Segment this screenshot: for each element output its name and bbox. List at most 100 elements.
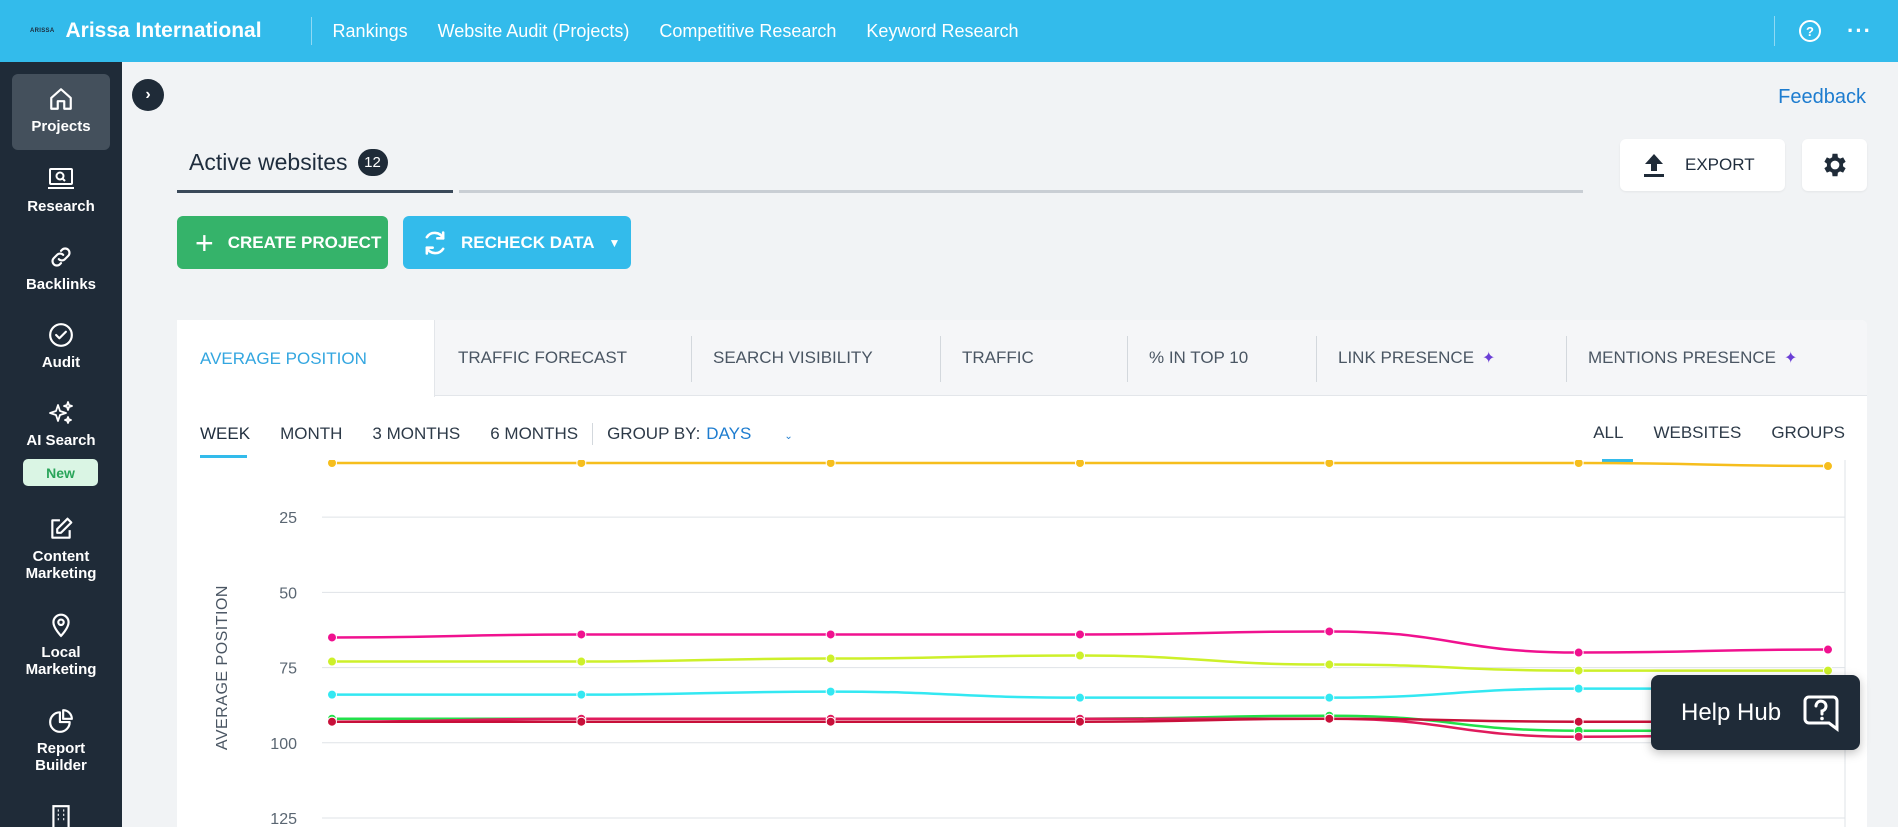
sidebar-item-building[interactable]: [12, 804, 110, 827]
data-point: [1075, 650, 1085, 661]
tab-traffic[interactable]: TRAFFIC: [940, 320, 1120, 396]
group-by-dropdown[interactable]: DAYS ⌄: [706, 424, 822, 444]
sidebar-item-label: Audit: [41, 354, 81, 371]
data-point: [1324, 659, 1335, 670]
tab-line: [459, 190, 1583, 193]
feedback-link[interactable]: Feedback: [1778, 86, 1866, 108]
tab-separator: [1127, 336, 1128, 382]
map-pin-icon: [52, 613, 70, 638]
sidebar-item-backlinks[interactable]: Backlinks: [12, 244, 110, 293]
data-point: [576, 629, 587, 640]
data-point: [1573, 731, 1584, 742]
tab-label: AVERAGE POSITION: [200, 348, 367, 368]
top-right-actions: ? ···: [1774, 0, 1898, 62]
data-point: [1075, 692, 1085, 703]
data-point: [576, 460, 587, 469]
tab-search-visibility[interactable]: SEARCH VISIBILITY: [691, 320, 925, 396]
data-point: [825, 460, 836, 469]
period-divider: [592, 423, 594, 445]
tab-average-position[interactable]: AVERAGE POSITION: [177, 320, 435, 397]
data-point: [1324, 692, 1335, 703]
sidebar-item-audit[interactable]: Audit: [12, 322, 110, 371]
view-all[interactable]: ALL: [1593, 423, 1624, 442]
refresh-icon: [425, 230, 445, 255]
tab-separator: [1566, 336, 1567, 382]
sidebar-item-report-builder[interactable]: Report Builder: [12, 708, 110, 774]
tab-active-websites[interactable]: Active websites 12: [177, 149, 388, 176]
brand-name: Arissa International: [65, 19, 262, 42]
more-icon[interactable]: ···: [1847, 18, 1872, 43]
period-active-underline: [200, 455, 247, 458]
data-point: [576, 656, 587, 667]
tab-traffic-forecast[interactable]: TRAFFIC FORECAST: [435, 320, 669, 396]
data-point: [1573, 460, 1584, 469]
view-selector: ALL WEBSITES GROUPS: [1593, 423, 1845, 443]
export-button[interactable]: EXPORT: [1620, 139, 1785, 191]
y-tick-label: 125: [270, 811, 297, 827]
sidebar-item-ai-search[interactable]: AI Search: [12, 400, 110, 449]
sidebar-item-local-marketing[interactable]: Local Marketing: [12, 612, 110, 678]
create-project-button[interactable]: + CREATE PROJECT: [177, 216, 388, 269]
help-hub-label: Help Hub: [1681, 698, 1782, 726]
average-position-chart: 25 50 75 100 125 AVERAGE POSITION: [214, 460, 1846, 827]
tab-in-top-10[interactable]: % IN TOP 10: [1127, 320, 1307, 396]
nav-website-audit[interactable]: Website Audit (Projects): [437, 20, 630, 41]
sidebar-item-label: Research: [27, 198, 95, 215]
nav-keyword-research[interactable]: Keyword Research: [866, 20, 1019, 41]
view-websites[interactable]: WEBSITES: [1653, 423, 1742, 442]
data-point: [825, 653, 836, 664]
sidebar-item-label: Report Builder: [35, 740, 87, 774]
nav-rankings[interactable]: Rankings: [332, 20, 408, 41]
sidebar-expand-button[interactable]: ›: [132, 79, 164, 111]
metric-tabs: AVERAGE POSITION TRAFFIC FORECAST SEARCH…: [177, 320, 1867, 397]
data-point: [327, 689, 337, 700]
settings-button[interactable]: [1802, 139, 1867, 191]
brand-logo[interactable]: ARISSA Arissa International: [30, 19, 262, 43]
sidebar-item-content-marketing[interactable]: Content Marketing: [12, 516, 110, 582]
new-badge: New: [23, 459, 98, 486]
help-hub-button[interactable]: Help Hub: [1651, 675, 1860, 750]
tab-link-presence[interactable]: LINK PRESENCE ✦: [1316, 320, 1556, 396]
y-tick-label: 25: [279, 510, 297, 527]
data-point: [327, 716, 337, 727]
sparkles-icon: ✦: [1783, 350, 1798, 367]
sidebar-item-projects[interactable]: Projects: [12, 74, 110, 150]
recheck-data-button[interactable]: RECHECK DATA ▼: [403, 216, 631, 269]
tab-label: MENTIONS PRESENCE: [1588, 348, 1776, 367]
chart-card: AVERAGE POSITION TRAFFIC FORECAST SEARCH…: [177, 320, 1867, 827]
edit-icon: [51, 517, 73, 539]
sparkles-icon: ✦: [1482, 350, 1496, 367]
view-active-underline: [1602, 459, 1633, 462]
tab-separator: [1316, 336, 1317, 382]
data-point: [1075, 629, 1085, 640]
y-tick-label: 100: [270, 736, 297, 753]
period-3-months[interactable]: 3 MONTHS: [372, 424, 461, 443]
tab-label: Active websites: [189, 149, 348, 175]
tab-label: SEARCH VISIBILITY: [713, 348, 873, 367]
tab-label: TRAFFIC: [962, 348, 1034, 367]
data-point: [327, 632, 337, 643]
data-point: [825, 686, 836, 697]
data-point: [1324, 713, 1335, 724]
sidebar-item-research[interactable]: Research: [12, 166, 110, 215]
data-point: [327, 460, 337, 469]
chevron-down-icon[interactable]: ▼: [608, 235, 621, 250]
period-6-months[interactable]: 6 MONTHS: [490, 424, 579, 443]
data-point: [1573, 716, 1584, 727]
create-project-label: CREATE PROJECT: [227, 232, 382, 252]
check-circle-icon: [49, 323, 73, 347]
period-month[interactable]: MONTH: [280, 424, 343, 443]
help-icon[interactable]: ?: [1799, 20, 1822, 42]
y-tick-label: 50: [279, 585, 297, 602]
period-week[interactable]: WEEK: [200, 424, 251, 443]
chat-help-icon: [1803, 695, 1839, 732]
tab-mentions-presence[interactable]: MENTIONS PRESENCE ✦: [1566, 320, 1866, 396]
nav-competitive-research[interactable]: Competitive Research: [659, 20, 837, 41]
home-icon: [50, 88, 72, 110]
data-point: [1823, 644, 1833, 655]
tab-label: TRAFFIC FORECAST: [458, 348, 628, 367]
view-groups[interactable]: GROUPS: [1771, 423, 1845, 442]
tab-label: LINK PRESENCE: [1338, 348, 1475, 367]
y-tick-label: 75: [279, 661, 297, 678]
data-point: [1075, 716, 1085, 727]
